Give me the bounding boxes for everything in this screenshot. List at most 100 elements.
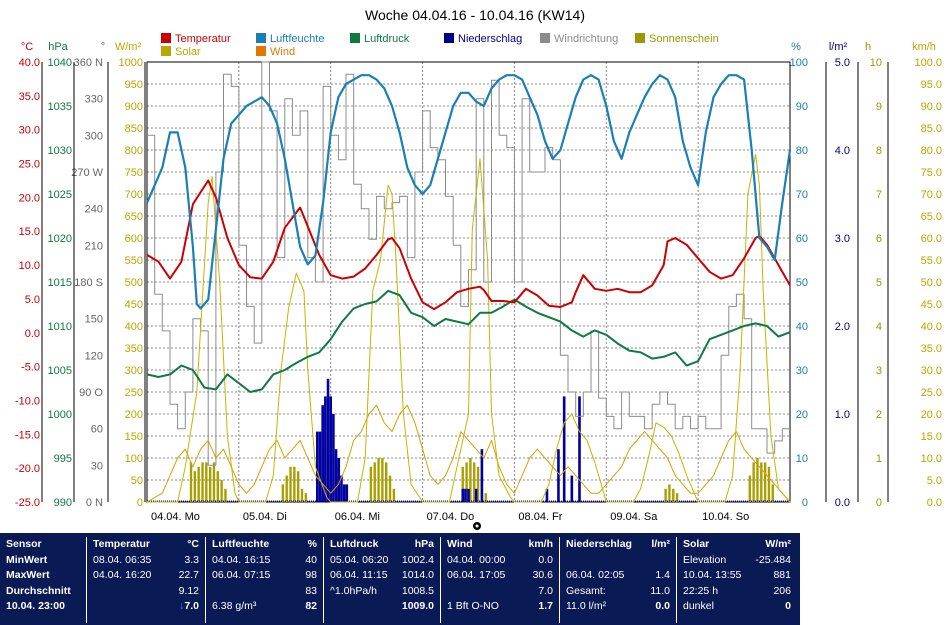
- sun-tick-label: 9: [876, 101, 882, 113]
- press-tick-label: 1000: [48, 409, 72, 421]
- rain-bar: [318, 431, 322, 502]
- hum-tick-label: 0: [802, 497, 808, 509]
- rain-tick-label: 3.0: [835, 233, 850, 245]
- rain-max-date: 06.04. 02:05: [566, 569, 625, 581]
- chart-axes: °C40.035.030.025.020.015.010.05.00.0-5.0…: [15, 41, 942, 509]
- solar-tick-label: 450: [125, 299, 143, 311]
- sunshine-bar: [300, 488, 304, 502]
- legend-label-windrichtung: Windrichtung: [554, 33, 618, 45]
- rain-bar: [326, 378, 330, 502]
- temp-unit: °C: [187, 538, 199, 550]
- temp-tick-label: -10.0: [15, 395, 40, 407]
- temp-header: Temperatur: [93, 538, 150, 550]
- wind-min-value: 0.0: [538, 553, 553, 566]
- rain-tick-label: 4.0: [835, 145, 850, 157]
- hum-abs-value: 6.38 g/m³: [212, 600, 257, 612]
- hum-avg-value: 83: [305, 584, 317, 597]
- wind-tick-label: 50.0: [921, 277, 942, 289]
- temp-current-value: ↓7.0: [179, 600, 199, 612]
- sunshine-bar: [224, 488, 227, 502]
- sun-tick-label: 6: [876, 233, 882, 245]
- wind-tick-label: 0.0: [927, 497, 942, 509]
- legend-swatch-luftfeuchte: [256, 33, 266, 43]
- dir-tick-label: 90 O: [79, 387, 103, 399]
- solar-tick-label: 50: [131, 475, 143, 487]
- wind-max-date: 06.04. 17:05: [447, 569, 506, 581]
- hum-tick-label: 40: [796, 321, 808, 333]
- legend-swatch-luftdruck: [350, 33, 360, 43]
- rain-tick-label: 2.0: [835, 321, 850, 333]
- dir-tick-label: 270 W: [71, 167, 103, 179]
- solar-tick-label: 500: [125, 277, 143, 289]
- wind-unit: km/h: [528, 538, 553, 550]
- solar-tick-label: 600: [125, 233, 143, 245]
- chart-title: Woche 04.04.16 - 10.04.16 (KW14): [365, 7, 585, 23]
- press-tick-label: 1025: [48, 189, 72, 201]
- durchschnitt-label: Durchschnitt: [6, 584, 71, 597]
- solar-elevation-value: -25.484: [755, 553, 791, 566]
- rain-bar: [570, 475, 574, 502]
- sunshine-bar: [385, 462, 388, 502]
- time-marker: [473, 522, 481, 530]
- wind-tick-label: 100.0: [914, 57, 942, 69]
- rain-bar: [340, 475, 343, 502]
- sun-tick-label: 5: [876, 277, 882, 289]
- sunshine-bar: [668, 484, 671, 502]
- solar-tick-label: 300: [125, 365, 143, 377]
- sunshine-bar: [216, 471, 220, 502]
- dir-tick-label: 300: [85, 130, 103, 142]
- hum-unit-label: %: [791, 41, 801, 53]
- sunshine-bar: [205, 462, 208, 502]
- sunshine-bar: [392, 488, 396, 502]
- hum-max-value: 98: [305, 569, 317, 581]
- wind-tick-label: 10.0: [921, 453, 942, 465]
- chart-grid: [146, 61, 791, 503]
- x-tick-label: 05.04. Di: [243, 511, 287, 523]
- solar-tick-label: 200: [125, 409, 143, 421]
- sunshine-bar: [285, 475, 288, 502]
- rain-bar: [562, 396, 566, 502]
- dir-tick-label: 360 N: [74, 57, 103, 69]
- solar-tick-label: 100: [125, 453, 143, 465]
- rain-bar: [316, 431, 319, 502]
- dir-tick-label: 210: [85, 240, 103, 252]
- solar-tick-label: 650: [125, 211, 143, 223]
- solar-tick-label: 0: [137, 497, 143, 509]
- sunshine-bar: [748, 475, 752, 502]
- solar-tick-label: 750: [125, 167, 143, 179]
- sun-tick-label: 4: [876, 321, 882, 333]
- temp-tick-label: 35.0: [19, 91, 40, 103]
- legend-label-wind: Wind: [270, 46, 295, 58]
- rain-bar: [474, 488, 478, 502]
- legend-label-luftdruck: Luftdruck: [364, 33, 410, 45]
- temp-tick-label: 25.0: [19, 159, 40, 171]
- rain-bar: [324, 396, 327, 502]
- x-tick-label: 04.04. Mo: [151, 511, 200, 523]
- temp-unit-label: °C: [21, 41, 33, 53]
- sunshine-bar: [281, 484, 285, 502]
- hum-tick-label: 100: [790, 57, 808, 69]
- temp-tick-label: 30.0: [19, 125, 40, 137]
- series-line-temperatur: [146, 179, 791, 311]
- rain-tick-label: 1.0: [835, 409, 850, 421]
- temp-tick-label: -25.0: [15, 497, 40, 509]
- current-time: 10.04. 23:00: [6, 600, 65, 612]
- rain-bar: [342, 484, 346, 502]
- dir-tick-label: 30: [91, 460, 103, 472]
- legend-swatch-solar: [161, 46, 171, 56]
- chart-lines: [145, 61, 792, 503]
- wind-tick-label: 55.0: [921, 255, 942, 267]
- rain-unit: l/m²: [651, 538, 670, 550]
- hum-header: Luftfeuchte: [212, 538, 270, 550]
- dir-tick-label: 60: [91, 424, 103, 436]
- sunshine-bar: [304, 493, 308, 502]
- rain-header: Niederschlag: [566, 538, 632, 550]
- sunshine-bar: [289, 466, 292, 502]
- sunshine-bar: [296, 471, 300, 502]
- legend-label-sonnenschein: Sonnenschein: [649, 33, 719, 45]
- rain-bar: [345, 484, 349, 502]
- sunshine-bar: [760, 462, 763, 502]
- solar-max-value: 881: [773, 569, 791, 581]
- solar-tick-label: 850: [125, 123, 143, 135]
- solar-tick-label: 400: [125, 321, 143, 333]
